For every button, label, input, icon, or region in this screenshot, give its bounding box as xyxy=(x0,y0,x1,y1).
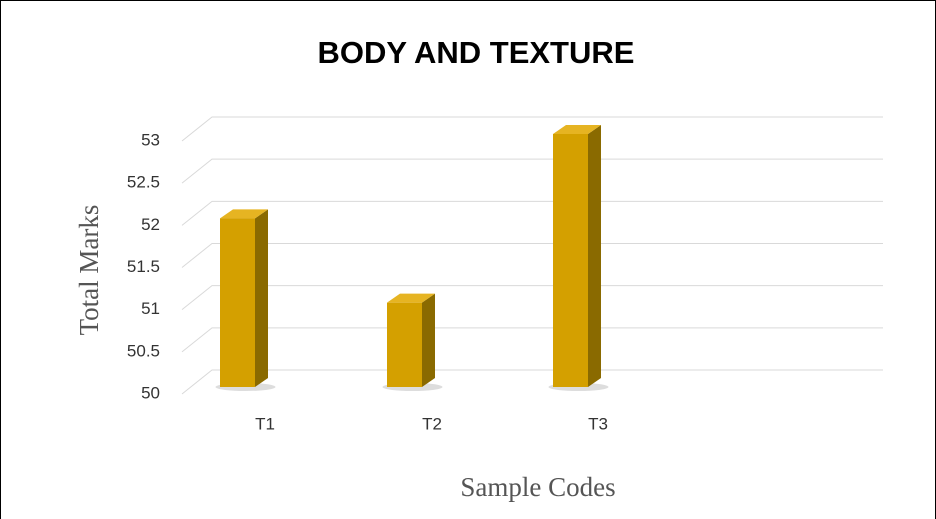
x-tick-label: T3 xyxy=(588,414,608,433)
y-tick-label: 50 xyxy=(141,383,160,402)
x-tick-label: T2 xyxy=(422,414,442,433)
grid-line xyxy=(181,116,883,142)
y-tick-label: 51 xyxy=(141,299,160,318)
x-axis-label: Sample Codes xyxy=(460,472,615,502)
bar-top xyxy=(387,293,435,303)
x-tick-label: T1 xyxy=(255,414,275,433)
bar-side xyxy=(422,293,435,387)
grid-line xyxy=(181,158,883,184)
y-tick-label: 52 xyxy=(141,215,160,234)
bar-top xyxy=(220,209,268,219)
bar-top xyxy=(553,125,601,134)
y-axis-label: Total Marks xyxy=(74,205,104,336)
bar xyxy=(220,218,255,387)
bar xyxy=(387,302,422,387)
chart-title: BODY AND TEXTURE xyxy=(318,35,635,70)
bar xyxy=(553,134,588,387)
y-tick-label: 51.5 xyxy=(127,257,160,276)
grid-line xyxy=(181,200,883,226)
bar-side xyxy=(255,209,268,387)
y-tick-label: 53 xyxy=(141,130,160,149)
grid-line xyxy=(181,285,883,311)
y-tick-label: 50.5 xyxy=(127,341,160,360)
bar-side xyxy=(588,125,601,387)
y-tick-label: 52.5 xyxy=(127,173,160,192)
grid-line xyxy=(181,327,883,353)
grid-line xyxy=(181,369,883,395)
grid-line xyxy=(181,243,883,268)
